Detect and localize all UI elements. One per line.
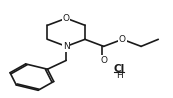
- Text: N: N: [63, 42, 70, 51]
- Text: H: H: [116, 71, 123, 80]
- Text: O: O: [100, 56, 107, 65]
- Text: O: O: [63, 14, 70, 23]
- Text: O: O: [119, 35, 126, 44]
- Text: Cl: Cl: [114, 64, 125, 74]
